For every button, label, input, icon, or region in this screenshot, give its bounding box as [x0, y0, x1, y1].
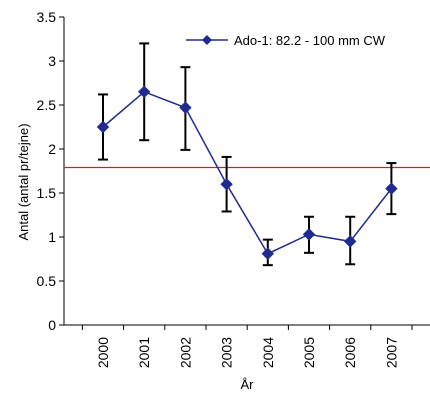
legend-diamond-marker [202, 35, 212, 45]
error-bars [98, 42, 397, 267]
x-tick-label: 2001 [136, 337, 152, 368]
y-axis-title: Antal (antal pr/tejne) [16, 123, 31, 240]
y-tick-label: 3.5 [37, 9, 57, 25]
data-point [220, 177, 233, 191]
y-tick-label: 3 [48, 53, 56, 69]
y-tick-label: 1.5 [37, 185, 57, 201]
y-tick-label: 2.5 [37, 97, 57, 113]
data-point [343, 235, 357, 248]
series-line-group [102, 90, 392, 255]
x-tick-label: 2000 [95, 337, 111, 368]
x-tick-label: 2007 [383, 337, 399, 368]
data-point [261, 247, 275, 260]
x-tick-label: 2002 [177, 337, 193, 368]
markers [96, 85, 398, 260]
data-point [385, 182, 398, 195]
x-tick-label: 2006 [342, 337, 358, 368]
legend-label: Ado-1: 82.2 - 100 mm CW [234, 33, 386, 48]
x-axis-title: År [241, 377, 255, 392]
data-point [302, 228, 316, 241]
y-tick-label: 0.5 [37, 273, 57, 289]
y-tick-label: 0 [48, 317, 56, 333]
x-tick-label: 2004 [260, 337, 276, 368]
y-tick-label: 2 [48, 141, 56, 157]
x-tick-label: 2003 [219, 337, 235, 368]
legend: Ado-1: 82.2 - 100 mm CW [186, 33, 386, 48]
axes: 0 0.5 1 1.5 2 2.5 3 3.5 2000 2001 2002 2003 2004 2005… [37, 9, 430, 368]
data-point [137, 85, 151, 99]
data-point [179, 101, 192, 114]
series-line [102, 90, 392, 255]
data-point [96, 120, 110, 134]
y-tick-label: 1 [48, 229, 56, 245]
x-tick-label: 2005 [301, 337, 317, 368]
